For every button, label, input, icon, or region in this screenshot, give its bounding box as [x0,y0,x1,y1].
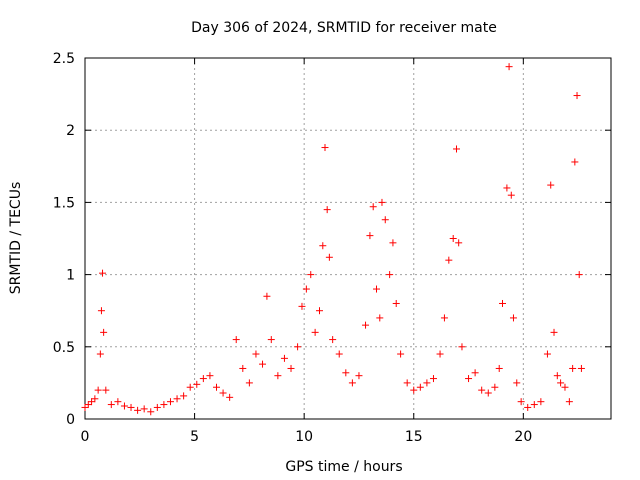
x-tick-label-0: 0 [81,429,90,445]
x-tick-label-4: 20 [514,429,532,445]
x-tick-label-3: 15 [405,429,423,445]
y-axis-label: SRMTID / TECUs [8,182,24,295]
x-tick-label-2: 10 [295,429,313,445]
y-tick-label-4: 2 [66,123,75,139]
chart-title: Day 306 of 2024, SRMTID for receiver mat… [191,20,497,36]
y-tick-label-5: 2.5 [53,51,75,67]
y-tick-label-2: 1 [66,268,75,284]
plot-frame [84,57,612,420]
y-tick-label-0: 0 [66,412,75,428]
y-tick-label-1: 0.5 [53,340,75,356]
x-tick-label-1: 5 [190,429,199,445]
x-axis-label: GPS time / hours [285,459,402,475]
y-tick-label-3: 1.5 [53,195,75,211]
